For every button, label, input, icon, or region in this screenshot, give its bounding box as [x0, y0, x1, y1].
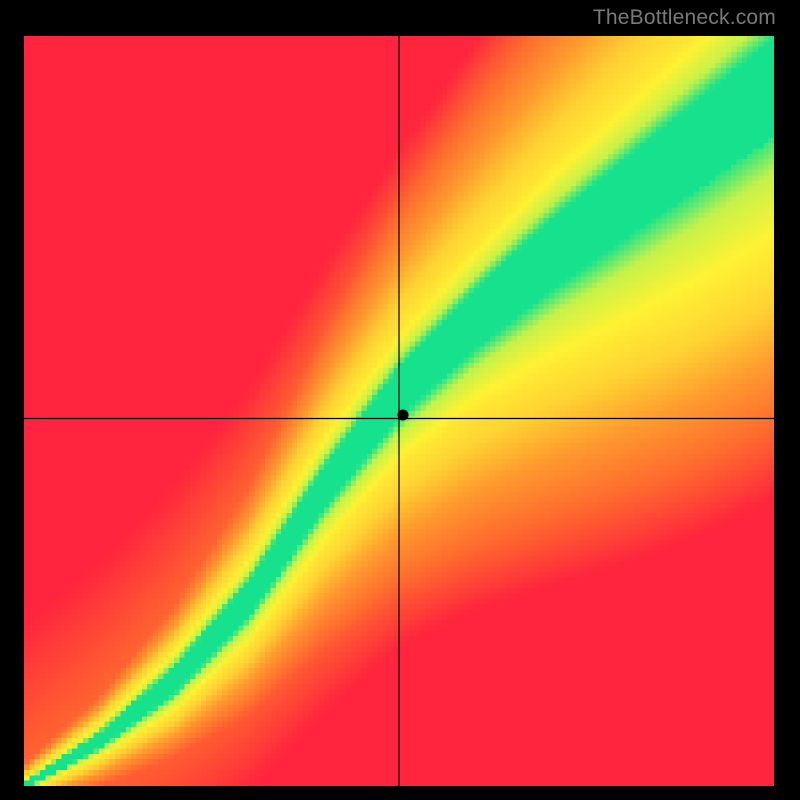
watermark-text: TheBottleneck.com: [593, 6, 776, 30]
bottleneck-heatmap: [24, 36, 774, 786]
marker-dot: [397, 409, 408, 420]
